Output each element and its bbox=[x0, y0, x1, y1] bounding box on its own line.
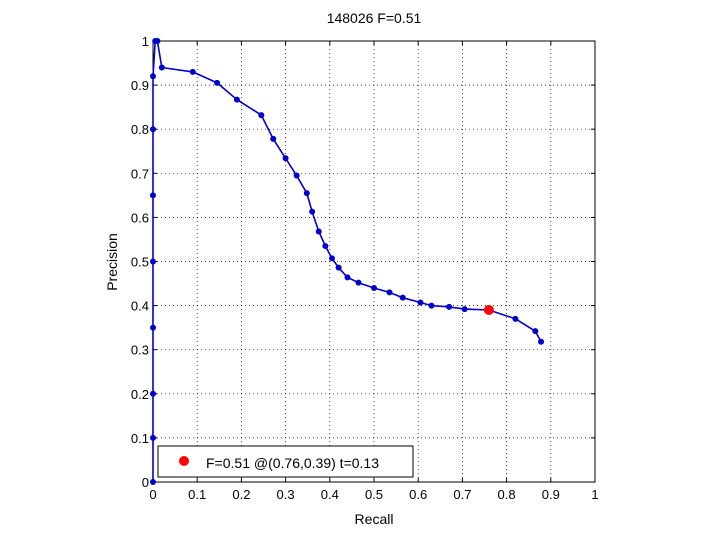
y-axis-label: Precision bbox=[104, 233, 120, 291]
y-tick-label: 0.9 bbox=[131, 78, 149, 93]
pr-data-point bbox=[446, 303, 453, 310]
pr-data-point bbox=[344, 274, 351, 281]
pr-data-point bbox=[258, 112, 265, 119]
series-layer bbox=[150, 38, 545, 485]
pr-data-point bbox=[417, 299, 424, 306]
pr-data-point bbox=[329, 255, 336, 262]
pr-data-point bbox=[233, 96, 240, 103]
pr-data-point bbox=[428, 302, 435, 309]
pr-data-point bbox=[158, 64, 165, 71]
pr-data-point bbox=[189, 68, 196, 75]
legend-box bbox=[157, 445, 414, 478]
pr-data-point bbox=[532, 328, 539, 335]
legend: F=0.51 @(0.76,0.39) t=0.13 bbox=[157, 445, 414, 478]
x-tick-label: 0.1 bbox=[188, 487, 206, 502]
pr-data-point bbox=[322, 243, 329, 250]
pr-data-point bbox=[150, 479, 156, 485]
pr-data-point bbox=[214, 79, 221, 86]
y-tick-label: 0.6 bbox=[131, 210, 149, 225]
x-tick-label: 0 bbox=[149, 487, 156, 502]
y-tick-label: 0.3 bbox=[131, 343, 149, 358]
pr-data-point bbox=[399, 294, 406, 301]
pr-data-point bbox=[315, 228, 322, 235]
pr-data-point bbox=[293, 172, 300, 179]
x-tick-label: 0.3 bbox=[277, 487, 295, 502]
x-tick-label: 0.2 bbox=[232, 487, 250, 502]
legend-text: F=0.51 @(0.76,0.39) t=0.13 bbox=[206, 455, 379, 471]
pr-data-point bbox=[154, 38, 161, 44]
x-tick-label: 0.7 bbox=[453, 487, 471, 502]
legend-marker bbox=[179, 456, 189, 466]
y-tick-label: 0.8 bbox=[131, 122, 149, 137]
pr-data-point bbox=[150, 73, 156, 80]
pr-data-point bbox=[150, 192, 156, 199]
x-tick-label: 0.6 bbox=[409, 487, 427, 502]
pr-data-point bbox=[371, 284, 377, 291]
pr-data-point bbox=[150, 126, 156, 133]
pr-data-point bbox=[150, 390, 156, 397]
y-tick-label: 0.7 bbox=[131, 166, 149, 181]
pr-data-point bbox=[512, 315, 519, 322]
y-tick-label: 0 bbox=[142, 475, 149, 490]
x-tick-label: 0.8 bbox=[498, 487, 516, 502]
pr-data-point bbox=[303, 190, 310, 197]
y-axis-ticks: 0 0.1 0.2 0.3 0.4 0.5 0.6 0.7 0.8 0.9 1 bbox=[131, 34, 595, 490]
pr-data-point bbox=[150, 324, 156, 331]
pr-data-point bbox=[270, 135, 277, 142]
x-tick-label: 0.9 bbox=[542, 487, 560, 502]
y-tick-label: 0.2 bbox=[131, 387, 149, 402]
pr-data-point bbox=[386, 289, 393, 296]
pr-data-point bbox=[150, 434, 156, 441]
y-tick-label: 0.4 bbox=[131, 299, 149, 314]
pr-data-point bbox=[355, 279, 362, 286]
x-tick-label: 1 bbox=[591, 487, 598, 502]
chart-title: 148026 F=0.51 bbox=[327, 10, 422, 26]
x-tick-label: 0.4 bbox=[321, 487, 339, 502]
pr-data-point bbox=[309, 208, 316, 215]
pr-data-point bbox=[538, 338, 545, 345]
x-axis-label: Recall bbox=[355, 511, 394, 527]
y-tick-label: 0.5 bbox=[131, 255, 149, 270]
pr-data-point bbox=[282, 155, 289, 162]
x-tick-label: 0.5 bbox=[365, 487, 383, 502]
y-tick-label: 0.1 bbox=[131, 431, 149, 446]
pr-data-point bbox=[461, 306, 468, 313]
pr-data-point bbox=[150, 258, 156, 265]
optimal-f-point bbox=[483, 305, 494, 316]
y-tick-label: 1 bbox=[142, 34, 149, 49]
pr-data-point bbox=[335, 264, 342, 271]
grid-lines bbox=[153, 41, 595, 482]
